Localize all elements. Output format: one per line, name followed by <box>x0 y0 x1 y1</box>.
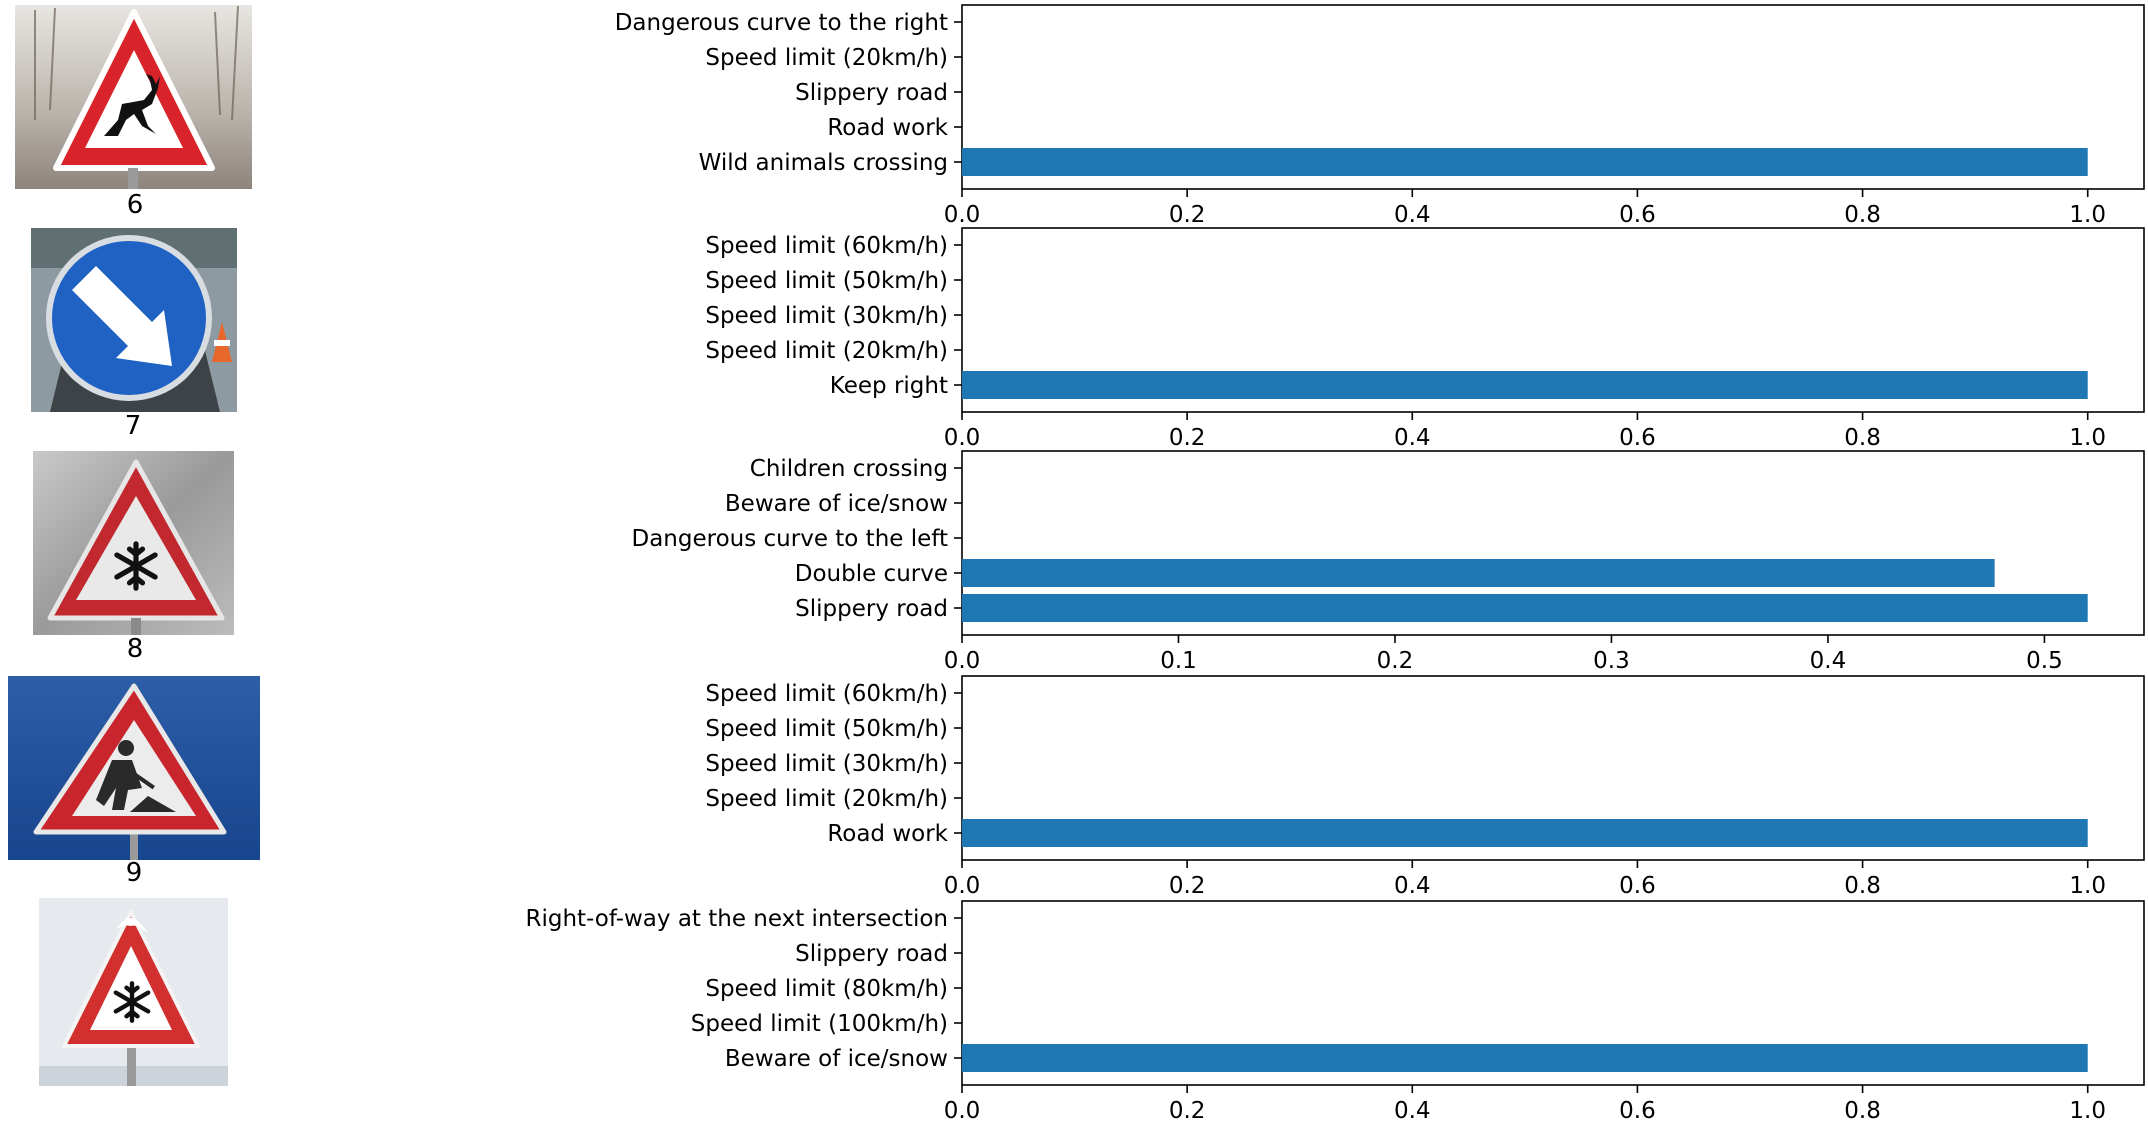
y-tick-label: Speed limit (80km/h) <box>705 976 948 1002</box>
chart-panel: Beware of ice/snow Speed limit (100km/h) S… <box>525 900 2145 1124</box>
x-tick-label: 0.2 <box>1169 425 1206 451</box>
x-tick-label: 1.0 <box>2069 1098 2106 1124</box>
x-tick-label: 0.8 <box>1844 873 1881 899</box>
sign-image-beware-of-ice-snow <box>39 898 228 1086</box>
x-tick-label: 0.2 <box>1169 202 1206 228</box>
y-tick-label: Speed limit (60km/h) <box>705 233 948 259</box>
y-tick-label: Speed limit (20km/h) <box>705 786 948 812</box>
sign-caption: 7 <box>125 411 142 441</box>
x-tick-label: 0.5 <box>2026 648 2063 674</box>
y-tick-label: Slippery road <box>795 596 948 622</box>
chart-panel: Keep right Speed limit (20km/h) Speed limi… <box>705 227 2145 451</box>
x-tick-label: 0.6 <box>1619 202 1656 228</box>
x-tick-label: 0.0 <box>944 425 981 451</box>
y-tick-label: Right-of-way at the next intersection <box>525 906 948 932</box>
x-tick-label: 1.0 <box>2069 202 2106 228</box>
y-tick-label: Speed limit (20km/h) <box>705 45 948 71</box>
x-tick-label: 0.2 <box>1169 873 1206 899</box>
axes-frame <box>961 4 2145 190</box>
bar <box>962 148 2088 176</box>
y-tick-label: Wild animals crossing <box>699 150 948 176</box>
bar <box>962 819 2088 847</box>
x-tick-label: 0.4 <box>1394 873 1431 899</box>
x-tick-label: 0.6 <box>1619 425 1656 451</box>
axes-frame <box>961 900 2145 1086</box>
chart-panel: Slippery road Double curve Dangerous curve… <box>632 450 2145 674</box>
axes-frame <box>961 227 2145 413</box>
x-tick-label: 0.4 <box>1810 648 1847 674</box>
y-tick-label: Keep right <box>830 373 948 399</box>
y-tick-label: Road work <box>827 821 948 847</box>
sign-image-beware-of-ice-snow <box>33 451 234 635</box>
y-tick-label: Dangerous curve to the right <box>615 10 948 36</box>
x-tick-label: 0.4 <box>1394 1098 1431 1124</box>
sign-image-wild-animals-crossing <box>15 5 252 189</box>
chart-panel: Road work Speed limit (20km/h) Speed limit… <box>705 675 2145 899</box>
x-tick-label: 0.0 <box>944 873 981 899</box>
y-tick-label: Speed limit (30km/h) <box>705 751 948 777</box>
sign-image-road-work <box>8 676 260 860</box>
y-tick-label: Speed limit (50km/h) <box>705 716 948 742</box>
x-tick-label: 1.0 <box>2069 425 2106 451</box>
x-tick-label: 0.6 <box>1619 873 1656 899</box>
bar <box>962 371 2088 399</box>
x-tick-label: 0.6 <box>1619 1098 1656 1124</box>
sign-image-keep-right <box>31 228 237 412</box>
x-tick-label: 0.4 <box>1394 425 1431 451</box>
x-tick-label: 0.2 <box>1377 648 1414 674</box>
y-tick-label: Speed limit (100km/h) <box>691 1011 948 1037</box>
bar <box>962 1044 2088 1072</box>
y-tick-label: Road work <box>827 115 948 141</box>
y-tick-label: Speed limit (30km/h) <box>705 303 948 329</box>
axes-frame <box>961 675 2145 861</box>
x-tick-label: 0.0 <box>944 648 981 674</box>
x-tick-label: 0.2 <box>1169 1098 1206 1124</box>
x-tick-label: 1.0 <box>2069 873 2106 899</box>
y-tick-label: Slippery road <box>795 80 948 106</box>
bar <box>962 559 1995 587</box>
y-tick-label: Speed limit (60km/h) <box>705 681 948 707</box>
y-tick-label: Speed limit (50km/h) <box>705 268 948 294</box>
axes-frame <box>961 450 2145 636</box>
bar <box>962 594 2088 622</box>
y-tick-label: Dangerous curve to the left <box>632 526 949 552</box>
sign-caption: 6 <box>127 190 144 220</box>
sign-caption: 9 <box>126 858 143 888</box>
sign-caption: 8 <box>127 634 144 664</box>
x-tick-label: 0.1 <box>1160 648 1197 674</box>
x-tick-label: 0.3 <box>1593 648 1630 674</box>
x-tick-label: 0.0 <box>944 1098 981 1124</box>
x-tick-label: 0.8 <box>1844 425 1881 451</box>
y-tick-label: Slippery road <box>795 941 948 967</box>
y-tick-label: Double curve <box>795 561 948 587</box>
x-tick-label: 0.0 <box>944 202 981 228</box>
x-tick-label: 0.8 <box>1844 1098 1881 1124</box>
y-tick-label: Children crossing <box>750 456 948 482</box>
y-tick-label: Beware of ice/snow <box>725 1046 948 1072</box>
x-tick-label: 0.8 <box>1844 202 1881 228</box>
y-tick-label: Speed limit (20km/h) <box>705 338 948 364</box>
chart-panel: Wild animals crossing Road work Slippery r… <box>615 4 2145 228</box>
x-tick-label: 0.4 <box>1394 202 1431 228</box>
y-tick-label: Beware of ice/snow <box>725 491 948 517</box>
